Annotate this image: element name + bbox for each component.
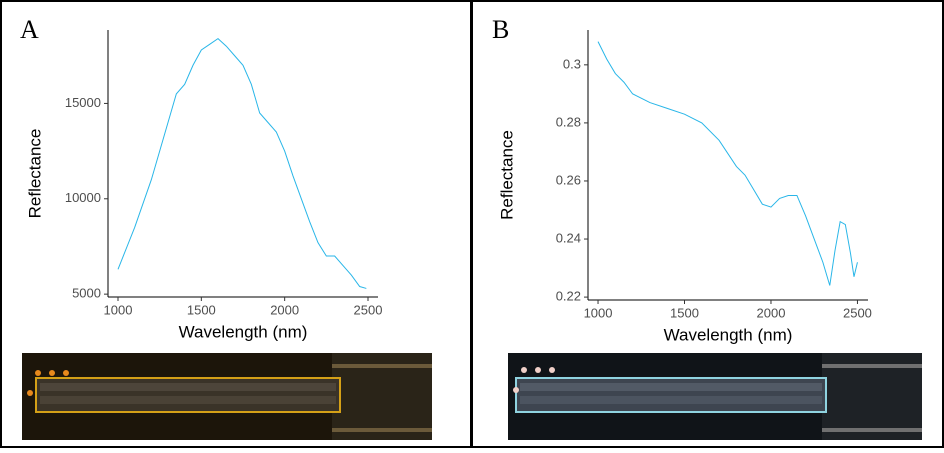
y-axis-title: Reflectance bbox=[25, 129, 44, 219]
y-tick-label: 0.26 bbox=[556, 172, 581, 187]
y-axis-title: Reflectance bbox=[497, 130, 516, 220]
x-axis-title: Wavelength (nm) bbox=[179, 322, 308, 341]
x-tick-label: 2000 bbox=[757, 305, 786, 320]
y-tick-label: 0.28 bbox=[556, 114, 581, 129]
x-tick-label: 1000 bbox=[584, 305, 613, 320]
core-image bbox=[508, 353, 922, 440]
spectrum-line bbox=[117, 37, 367, 289]
x-tick-label: 2500 bbox=[843, 305, 872, 320]
x-tick-label: 1500 bbox=[670, 305, 699, 320]
core-image bbox=[22, 353, 432, 440]
y-tick-label: 10000 bbox=[65, 190, 101, 205]
y-tick-label: 0.24 bbox=[556, 230, 581, 245]
spectrum-line bbox=[597, 41, 858, 286]
y-tick-label: 0.22 bbox=[556, 289, 581, 304]
panel-label: A bbox=[20, 15, 39, 44]
x-tick-label: 2000 bbox=[270, 302, 299, 317]
x-axis-title: Wavelength (nm) bbox=[664, 325, 793, 344]
x-tick-label: 1500 bbox=[187, 302, 216, 317]
y-tick-label: 0.3 bbox=[563, 56, 581, 71]
y-tick-label: 15000 bbox=[65, 95, 101, 110]
x-tick-label: 2500 bbox=[354, 302, 383, 317]
panel-label: B bbox=[492, 15, 509, 44]
x-tick-label: 1000 bbox=[104, 302, 133, 317]
y-tick-label: 5000 bbox=[72, 286, 101, 301]
